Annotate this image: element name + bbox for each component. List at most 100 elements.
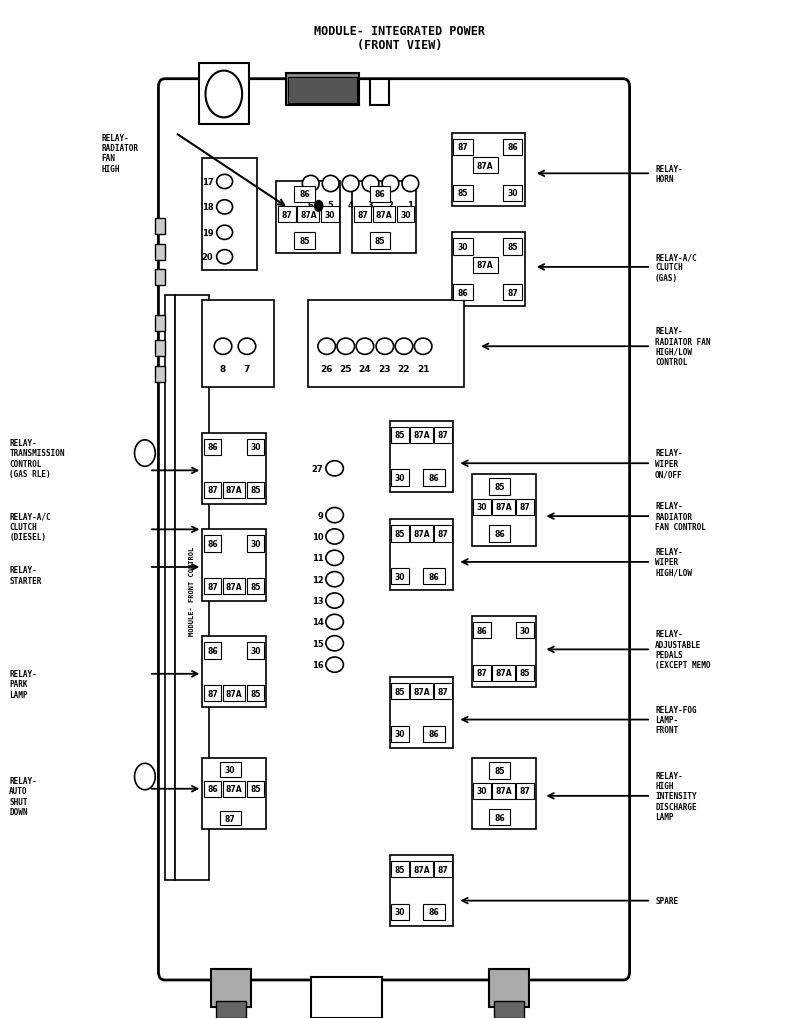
Bar [204,579,222,595]
Bar [452,133,525,207]
Text: 86: 86 [374,190,386,199]
Bar [516,499,534,516]
Bar [223,579,246,595]
Text: RELAY-
PARK
LAMP: RELAY- PARK LAMP [10,669,37,699]
Text: 87: 87 [477,668,487,678]
Bar [370,233,390,250]
Bar [294,186,314,203]
Bar [474,499,491,516]
Text: 87: 87 [207,486,218,494]
Bar [247,439,265,455]
Text: 87A: 87A [414,530,430,538]
Text: 27: 27 [312,465,323,474]
Text: 30: 30 [250,646,261,655]
Text: 85: 85 [507,243,518,252]
Text: 86: 86 [207,646,218,655]
Bar [223,686,246,701]
Text: RELAY-
RADIATOR
FAN
HIGH: RELAY- RADIATOR FAN HIGH [101,133,138,173]
Text: 87A: 87A [226,785,242,794]
Bar [278,207,295,223]
Text: RELAY-
WIPER
HIGH/LOW: RELAY- WIPER HIGH/LOW [655,547,692,577]
Bar [434,861,452,877]
Ellipse shape [326,572,343,587]
Text: 13: 13 [312,596,323,605]
Bar [490,526,510,542]
Bar [155,270,165,286]
Text: 21: 21 [417,364,430,373]
Ellipse shape [326,462,343,477]
Ellipse shape [326,593,343,608]
Text: 87A: 87A [376,210,392,219]
Text: 30: 30 [458,243,468,252]
Text: 86: 86 [299,190,310,199]
Bar [434,684,452,699]
Text: 2: 2 [387,201,394,210]
Bar [247,781,265,797]
Bar [155,245,165,261]
Ellipse shape [302,176,319,193]
Text: 30: 30 [394,474,406,482]
Text: 86: 86 [429,730,439,739]
Text: 85: 85 [394,431,406,440]
Text: 87: 87 [520,503,530,512]
Bar [516,665,534,682]
Bar [370,79,389,106]
Bar [204,781,222,797]
Text: RELAY-A/C
CLUTCH
(GAS): RELAY-A/C CLUTCH (GAS) [655,253,697,282]
Text: 87: 87 [438,530,449,538]
Text: 15: 15 [312,639,323,648]
Bar [247,536,265,552]
Bar [247,643,265,659]
Bar [390,855,454,926]
Bar [216,1002,246,1018]
Bar [391,526,409,542]
Text: 87A: 87A [495,503,512,512]
Text: 87A: 87A [226,582,242,591]
Ellipse shape [322,176,339,193]
Circle shape [134,440,155,467]
Bar [286,73,359,106]
Bar [288,77,357,104]
Ellipse shape [326,614,343,630]
Bar [503,285,522,302]
Text: 86: 86 [429,474,439,482]
Ellipse shape [217,226,233,240]
Bar [155,219,165,235]
Bar [391,726,409,742]
Bar [155,316,165,331]
Text: 7: 7 [244,364,250,373]
Ellipse shape [342,176,359,193]
Text: 87A: 87A [414,431,430,440]
Text: 87: 87 [207,689,218,698]
Text: 87A: 87A [226,486,242,494]
Ellipse shape [326,529,343,544]
Bar [370,186,390,203]
Ellipse shape [326,550,343,566]
Bar [503,185,522,202]
Bar [391,861,409,877]
Text: 86: 86 [477,626,487,635]
Bar [473,258,498,274]
Text: 87: 87 [282,210,292,219]
FancyBboxPatch shape [158,79,630,980]
Bar [204,643,222,659]
Bar [474,665,491,682]
Bar [390,678,454,748]
Text: 30: 30 [400,210,411,219]
Bar [494,1002,524,1018]
Bar [175,297,209,880]
Bar [202,159,257,271]
Bar [423,569,446,585]
Bar [434,526,452,542]
Text: 18: 18 [202,203,214,212]
Text: 85: 85 [299,236,310,246]
Bar [410,861,433,877]
Text: 6: 6 [308,201,314,210]
Bar [454,285,473,302]
Text: 30: 30 [250,539,261,548]
Bar [493,783,515,799]
Text: 85: 85 [375,236,386,246]
Bar [410,427,433,443]
Text: SPARE: SPARE [655,897,678,905]
Bar [202,637,266,707]
